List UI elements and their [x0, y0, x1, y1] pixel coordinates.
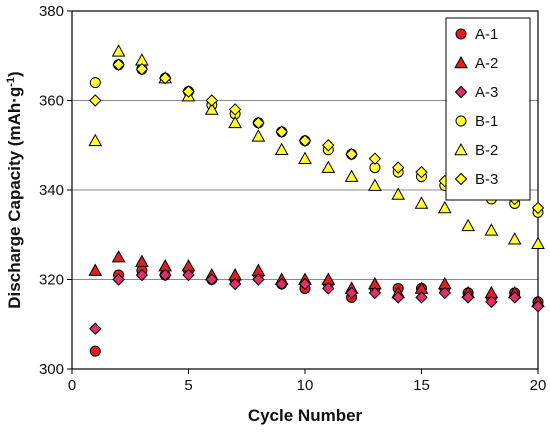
data-point — [531, 201, 545, 215]
data-point — [485, 295, 498, 309]
data-point — [531, 300, 545, 313]
legend-label: B-1 — [475, 113, 498, 130]
data-point — [182, 268, 195, 282]
data-point — [111, 250, 126, 263]
data-point — [251, 129, 266, 142]
x-axis-title: Cycle Number — [248, 406, 363, 425]
x-tick-label: 15 — [413, 377, 430, 394]
data-point — [252, 116, 265, 130]
data-point — [344, 169, 359, 182]
data-point — [274, 142, 289, 156]
data-point — [345, 286, 358, 300]
data-point — [531, 236, 545, 249]
data-point — [508, 291, 521, 304]
data-point — [461, 291, 475, 304]
data-point — [322, 282, 335, 295]
data-point — [437, 200, 452, 214]
x-tick-label: 20 — [530, 377, 547, 394]
data-point — [158, 268, 172, 282]
legend-marker — [454, 55, 468, 69]
data-point — [228, 277, 242, 291]
data-point — [368, 178, 382, 191]
y-tick-label: 380 — [39, 3, 64, 20]
y-axis-title: Discharge Capacity (mAh·g-1) — [5, 71, 24, 308]
data-point — [414, 196, 429, 209]
y-axis-title-close: ) — [5, 71, 24, 77]
data-point — [205, 273, 219, 286]
legend-items: A-1 A-2 A-3 B-1 B-2 B-3 — [454, 26, 498, 188]
legend-label: A-2 — [475, 55, 498, 72]
legend-marker — [454, 85, 468, 99]
data-markers — [88, 44, 545, 357]
legend: A-1 A-2 A-3 B-1 B-2 B-3 — [445, 17, 531, 201]
legend-label: A-3 — [475, 84, 498, 101]
data-point — [484, 223, 499, 236]
legend-marker — [455, 28, 467, 40]
data-point — [368, 286, 382, 300]
data-point — [89, 77, 101, 89]
data-point — [112, 273, 125, 286]
data-point — [415, 291, 428, 304]
y-axis-title-main: Discharge Capacity (mAh·g — [5, 87, 24, 309]
data-point — [345, 147, 358, 161]
data-point — [204, 102, 219, 115]
data-point — [391, 291, 405, 304]
data-point — [89, 345, 101, 357]
legend-label: B-2 — [475, 142, 498, 159]
legend-marker — [455, 115, 467, 127]
series-A-3 — [89, 268, 545, 335]
y-tick-label: 360 — [39, 93, 64, 110]
data-point — [322, 139, 335, 152]
legend-label: B-3 — [475, 171, 498, 188]
data-point — [228, 103, 242, 116]
legend-box — [445, 17, 531, 201]
data-point — [205, 94, 219, 107]
data-point — [111, 44, 126, 57]
x-tick-label: 10 — [297, 377, 314, 394]
data-point — [158, 71, 172, 85]
y-axis-title-superscript: -1 — [5, 77, 17, 87]
data-point — [391, 187, 406, 200]
data-point — [135, 254, 149, 267]
data-point — [135, 62, 149, 76]
data-point — [182, 85, 195, 98]
x-tick-label: 0 — [68, 377, 76, 394]
legend-label: A-1 — [475, 26, 498, 43]
data-point — [275, 277, 288, 291]
data-point — [461, 218, 475, 232]
y-tick-label: 320 — [39, 272, 64, 289]
y-tick-label: 300 — [39, 361, 64, 378]
legend-marker — [454, 142, 468, 156]
x-tick-label: 5 — [184, 377, 192, 394]
data-point — [415, 165, 428, 179]
axis-ticks: 300 320 340 360 380 0 5 10 15 20 — [39, 3, 546, 394]
data-point — [391, 161, 405, 174]
data-point — [321, 160, 336, 173]
data-point — [112, 58, 125, 71]
data-point — [89, 94, 102, 107]
data-point — [298, 151, 312, 164]
data-point — [507, 232, 522, 245]
data-point — [298, 134, 312, 147]
data-point — [275, 125, 288, 139]
data-point — [88, 263, 103, 276]
series-A-2 — [88, 250, 545, 308]
data-point — [135, 268, 149, 282]
data-point — [252, 273, 265, 286]
data-point — [89, 322, 102, 335]
data-point — [88, 133, 103, 147]
data-point — [228, 115, 242, 129]
y-tick-label: 340 — [39, 182, 64, 199]
legend-marker — [454, 172, 468, 186]
data-point — [368, 152, 382, 165]
data-point — [298, 277, 312, 291]
data-point — [438, 286, 452, 300]
